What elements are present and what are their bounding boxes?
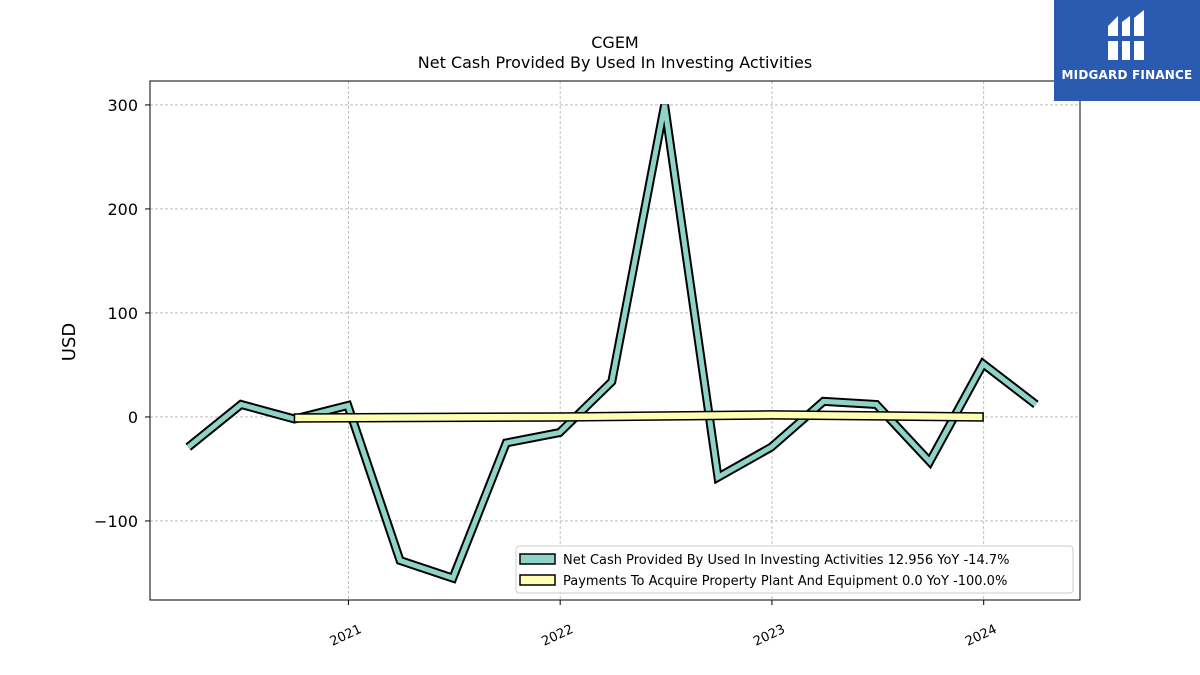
legend-swatch <box>519 553 556 565</box>
legend-swatch <box>519 574 556 586</box>
series-lines <box>185 104 1039 584</box>
brand-name: MIDGARD FINANCE <box>1061 68 1193 82</box>
y-tick-label: 300 <box>107 96 138 115</box>
brand-logo: MIDGARD FINANCE <box>1054 0 1200 101</box>
series-outline <box>185 104 1039 584</box>
x-tick-label: 2023 <box>751 622 787 650</box>
series-line <box>186 104 1038 582</box>
legend-box <box>515 545 1074 594</box>
legend-label: Net Cash Provided By Used In Investing A… <box>563 553 1009 568</box>
grid <box>150 81 1080 600</box>
y-tick-label: −100 <box>94 512 138 531</box>
x-tick-label: 2021 <box>328 622 364 650</box>
y-axis-label: USD <box>59 323 80 361</box>
x-tick-label: 2022 <box>540 622 576 650</box>
midgard-logo-icon <box>1108 10 1144 60</box>
series-band <box>293 410 984 423</box>
y-tick-label: 0 <box>128 408 138 427</box>
y-tick-label: 100 <box>107 304 138 323</box>
chart-title: CGEM <box>591 33 638 52</box>
legend: Net Cash Provided By Used In Investing A… <box>515 545 1074 594</box>
legend-label: Payments To Acquire Property Plant And E… <box>563 574 1007 589</box>
y-tick-label: 200 <box>107 200 138 219</box>
chart-subtitle: Net Cash Provided By Used In Investing A… <box>418 53 812 72</box>
x-tick-label: 2024 <box>963 622 999 650</box>
plot-frame <box>149 80 1081 601</box>
